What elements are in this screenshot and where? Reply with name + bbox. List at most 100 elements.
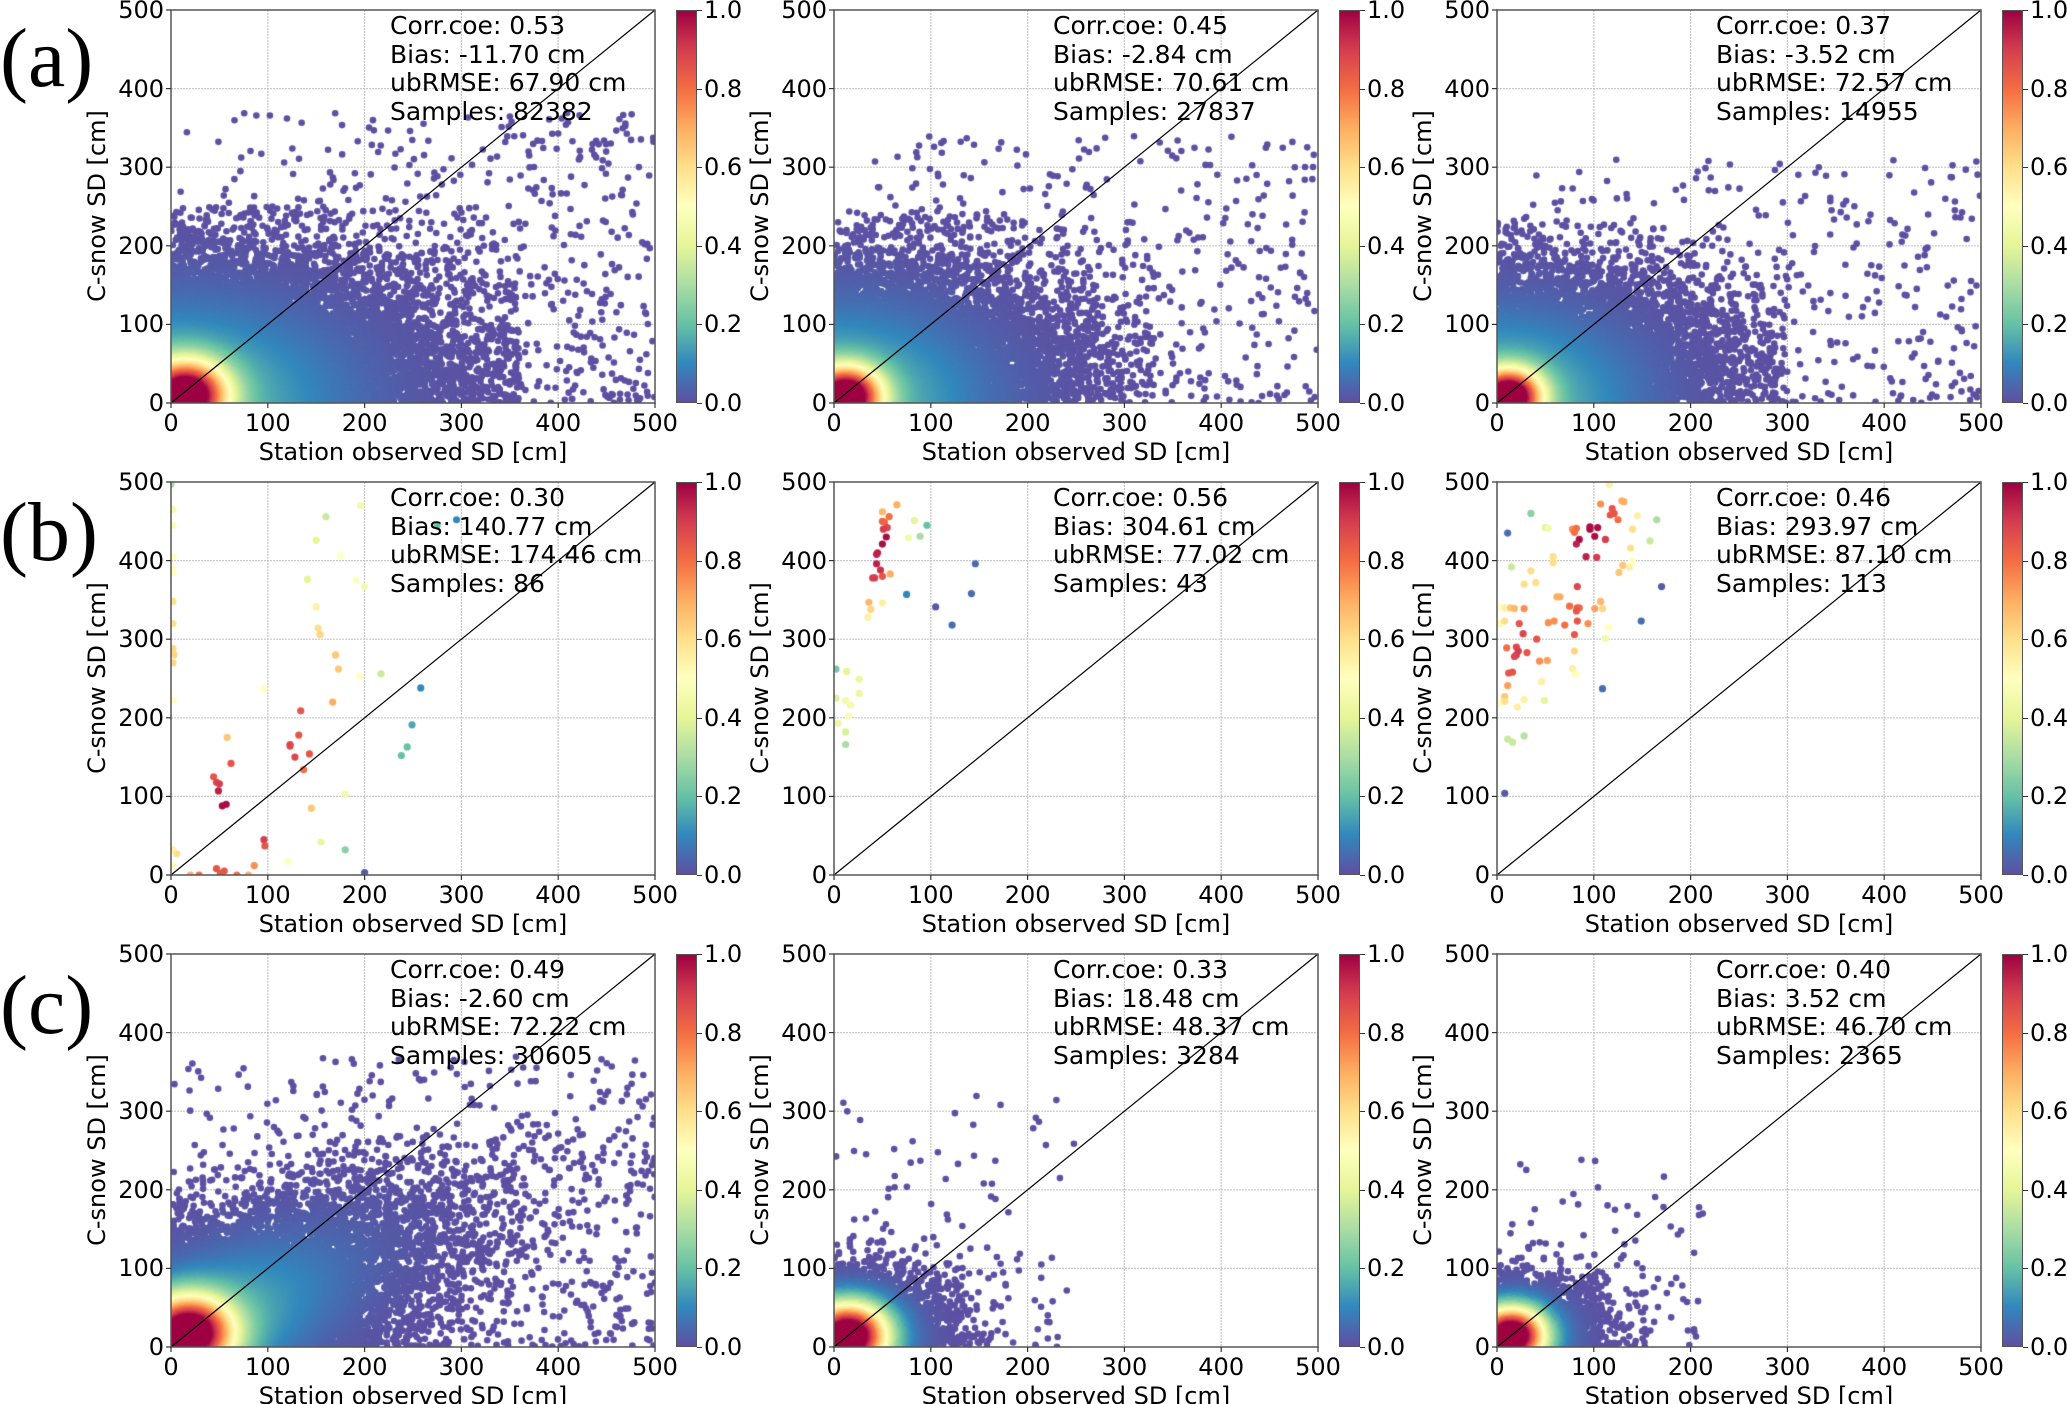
colorbar-tick-label: 0.8 <box>1367 74 1406 103</box>
x-axis-label: Station observed SD [cm] <box>921 1382 1231 1404</box>
colorbar-tick-label: 0.4 <box>1367 231 1406 260</box>
colorbar-tick-label: 1.0 <box>704 0 743 24</box>
y-tick-label: 0 <box>148 389 164 417</box>
y-tick-label: 0 <box>148 861 164 889</box>
y-tick-label: 100 <box>118 310 164 339</box>
y-tick-label: 400 <box>118 74 164 103</box>
axes-overlay <box>1492 953 1982 1352</box>
colorbar-tick-mark <box>697 482 702 483</box>
axes-overlay <box>166 9 656 408</box>
colorbar-tick-mark <box>2023 167 2028 169</box>
colorbar-tick-mark <box>1360 796 1365 798</box>
y-tick-label: 200 <box>118 703 164 732</box>
stat-ubrmse: ubRMSE: 72.22 cm <box>390 1012 627 1041</box>
stat-corr: Corr.coe: 0.30 <box>390 483 565 512</box>
colorbar-tick-label: 0.0 <box>2030 389 2067 417</box>
stat-bias: Bias: -3.52 cm <box>1716 39 1896 69</box>
stat-ubrmse: ubRMSE: 72.57 cm <box>1716 68 1953 97</box>
axes-overlay <box>829 481 1319 880</box>
colorbar-tick-mark <box>697 560 702 562</box>
colorbar-tick-label: 0.8 <box>2030 74 2067 103</box>
colorbar-tick-mark <box>2023 482 2028 483</box>
y-tick-label: 300 <box>781 625 827 654</box>
colorbar-tick-mark <box>1360 560 1365 562</box>
stat-samples: Samples: 27837 <box>1053 96 1256 126</box>
one-to-one-line <box>170 481 656 876</box>
x-tick-label: 200 <box>1004 409 1051 437</box>
colorbar-tick-mark <box>2023 796 2028 798</box>
axes-frame <box>833 953 1319 1348</box>
stats-box: Corr.coe: 0.45 Bias: -2.84 cm ubRMSE: 70.6… <box>1053 11 1290 126</box>
colorbar-tick-label: 1.0 <box>2030 468 2067 496</box>
stat-bias: Bias: 3.52 cm <box>1716 983 1887 1013</box>
colorbar-tick-mark <box>697 1347 702 1348</box>
colorbar-tick-mark <box>2023 10 2028 11</box>
colorbar-tick-mark <box>2023 560 2028 562</box>
stat-samples: Samples: 30605 <box>390 1040 593 1070</box>
x-axis-label: Station observed SD [cm] <box>1584 1382 1894 1404</box>
y-tick-label: 200 <box>781 703 827 732</box>
stats-box: Corr.coe: 0.49 Bias: -2.60 cm ubRMSE: 72.2… <box>390 955 627 1070</box>
x-tick-label: 200 <box>341 881 388 909</box>
x-tick-label: 500 <box>632 409 678 437</box>
x-tick-label: 200 <box>341 1353 388 1381</box>
x-tick-label: 0 <box>826 409 842 437</box>
colorbar-tick-mark <box>2023 875 2028 876</box>
one-to-one-line <box>1496 953 1982 1348</box>
y-tick-label: 300 <box>781 1097 827 1126</box>
colorbar-tick-label: 0.6 <box>1367 153 1406 182</box>
stat-samples: Samples: 82382 <box>390 96 593 126</box>
axes-frame <box>170 9 656 404</box>
colorbar-tick-label: 0.0 <box>704 861 743 889</box>
x-axis-label: Station observed SD [cm] <box>921 438 1231 466</box>
y-tick-label: 0 <box>811 1333 827 1361</box>
y-tick-label: 300 <box>118 153 164 182</box>
colorbar-tick-label: 0.6 <box>2030 1097 2067 1126</box>
axes-frame <box>1496 481 1982 876</box>
y-tick-label: 300 <box>781 153 827 182</box>
colorbar-tick-label: 0.2 <box>704 310 743 339</box>
stats-box: Corr.coe: 0.46 Bias: 293.97 cm ubRMSE: 87.… <box>1716 483 1952 598</box>
colorbar-tick-mark <box>697 324 702 326</box>
y-tick-label: 500 <box>118 940 164 968</box>
scatter-panel: 0 100 200 300 400 500 0 100 200 300 400 500 Station … <box>83 0 742 466</box>
colorbar-tick-label: 0.4 <box>704 703 743 732</box>
x-tick-label: 0 <box>826 881 842 909</box>
colorbar-tick-mark <box>1360 403 1365 404</box>
stat-ubrmse: ubRMSE: 70.61 cm <box>1053 68 1290 97</box>
colorbar-tick-mark <box>697 245 702 247</box>
stats-box: Corr.coe: 0.30 Bias: 140.77 cm ubRMSE: 174… <box>390 483 642 598</box>
colorbar-tick-label: 0.4 <box>2030 1175 2067 1204</box>
y-tick-label: 100 <box>118 782 164 811</box>
colorbar-tick-label: 0.4 <box>1367 703 1406 732</box>
colorbar-tick-label: 0.8 <box>2030 546 2067 575</box>
stat-bias: Bias: 18.48 cm <box>1053 983 1240 1013</box>
y-tick-label: 0 <box>1474 1333 1490 1361</box>
y-axis-label: C-snow SD [cm] <box>746 110 774 302</box>
colorbar-tick-label: 0.6 <box>1367 625 1406 654</box>
colorbar-tick-mark <box>697 1111 702 1113</box>
axes-frame <box>170 953 656 1348</box>
colorbar-tick-label: 1.0 <box>704 940 743 968</box>
x-tick-label: 0 <box>826 1353 842 1381</box>
x-tick-label: 100 <box>1570 881 1617 909</box>
colorbar <box>1339 482 1360 875</box>
x-tick-label: 200 <box>1667 881 1714 909</box>
x-axis-label: Station observed SD [cm] <box>1584 910 1894 938</box>
colorbar-tick-label: 1.0 <box>2030 0 2067 24</box>
x-tick-label: 200 <box>1667 1353 1714 1381</box>
one-to-one-line <box>1496 9 1982 404</box>
y-tick-label: 500 <box>781 940 827 968</box>
x-tick-label: 400 <box>1198 409 1245 437</box>
stat-bias: Bias: -11.70 cm <box>390 39 586 69</box>
stat-ubrmse: ubRMSE: 67.90 cm <box>390 68 627 97</box>
colorbar-tick-label: 0.6 <box>704 625 743 654</box>
y-axis-label: C-snow SD [cm] <box>83 582 111 774</box>
colorbar <box>2002 482 2023 875</box>
colorbar <box>676 482 697 875</box>
x-tick-label: 300 <box>438 1353 485 1381</box>
y-tick-label: 500 <box>781 0 827 24</box>
colorbar-tick-label: 0.2 <box>2030 1254 2067 1283</box>
colorbar-tick-label: 0.2 <box>2030 310 2067 339</box>
